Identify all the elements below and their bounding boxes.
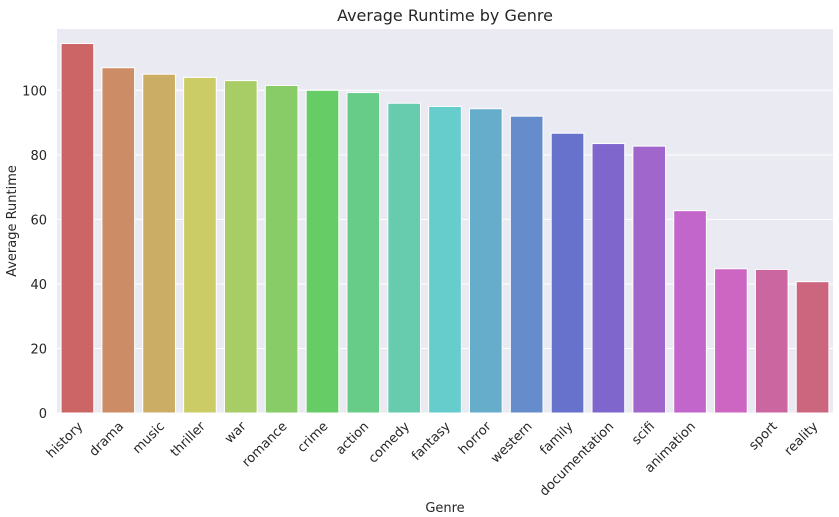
bar-thriller [183,76,217,414]
bar-war [223,80,258,414]
x-tick-label: romance [240,419,291,470]
x-tick-label: crime [295,419,332,456]
y-axis-label: Average Runtime [5,165,20,277]
bar-animation [673,210,707,414]
x-tick-label: fantasy [409,419,454,464]
x-tick-label: war [222,419,250,447]
bar-western [509,115,544,414]
bar-family [550,132,585,414]
chart-title: Average Runtime by Genre [337,6,553,25]
x-tick-label: history [44,419,86,461]
bar-sport [754,268,789,414]
bar-romance [264,84,299,414]
y-tick-label: 100 [22,84,47,99]
x-axis-label: Genre [425,501,464,516]
x-tick-label: comedy [366,419,413,466]
bar-drama [101,67,136,414]
x-tick-label: western [488,419,535,466]
x-tick-label: scifi [629,419,658,448]
bar-fantasy [428,105,462,414]
x-tick-label: horror [456,419,495,458]
y-tick-label: 20 [30,342,47,357]
bar-music [142,73,176,414]
bars [60,43,830,414]
x-tick-label: documentation [537,419,617,499]
x-tick-label: drama [87,419,127,459]
y-tick-label: 60 [30,213,47,228]
x-tick-label: reality [782,419,822,459]
bar-scifi [632,145,667,414]
bar-history [60,43,95,414]
x-tick-label: family [537,419,576,458]
y-tick-label: 80 [30,149,47,164]
bar-comedy [387,102,421,414]
x-tick-label: action [333,419,372,458]
y-tick-label: 40 [30,278,47,293]
x-tick-label: music [130,419,168,457]
x-tick-label: sport [746,419,780,453]
bar-action [346,92,381,414]
bar-horror [469,108,503,414]
bar-crime [305,89,340,414]
bar-documentation [591,143,626,414]
bar-reality [795,281,830,414]
x-tick-label: thriller [168,419,209,460]
bar-unlabeled [714,268,748,414]
y-tick-label: 0 [39,407,47,422]
y-tick-labels: 0 20 40 60 80 100 [22,84,47,422]
